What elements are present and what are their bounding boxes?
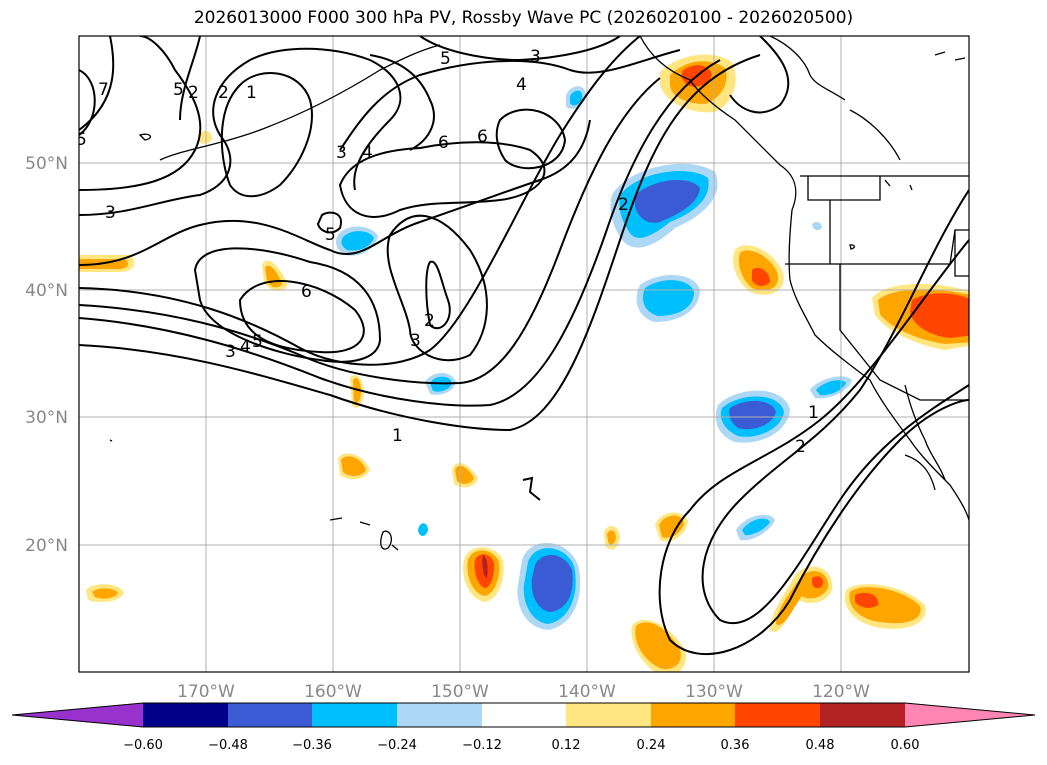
latitude-labels: 50°N 40°N 30°N 20°N: [25, 154, 68, 556]
contour-label: 1: [392, 426, 403, 446]
colorbar-tick-label: −0.24: [377, 738, 417, 753]
contour-label: 4: [362, 143, 373, 163]
contour-label: 2: [218, 83, 229, 103]
colorbar-tick-label: 0.48: [806, 738, 835, 753]
contour-label: 2: [795, 437, 806, 457]
lat-label: 40°N: [25, 281, 68, 301]
contour-label: 7: [98, 80, 109, 100]
contour-label: 3: [410, 331, 421, 351]
colorbar-bin: [482, 703, 566, 727]
lon-label: 150°W: [431, 682, 489, 702]
lon-label: 130°W: [685, 682, 743, 702]
contour-label: 3: [530, 47, 541, 67]
lon-label: 170°W: [177, 682, 235, 702]
coastlines: [109, 36, 969, 551]
colorbar-tick-label: −0.12: [462, 738, 502, 753]
colorbar-bin: [397, 703, 482, 727]
colorbar-tick-label: 0.12: [552, 738, 581, 753]
colorbar-tick-label: −0.60: [123, 738, 163, 753]
lat-label: 50°N: [25, 154, 68, 174]
lon-label: 120°W: [812, 682, 870, 702]
colorbar-bin: [566, 703, 651, 727]
colorbar-bin: [651, 703, 735, 727]
contour-label: 5: [76, 130, 87, 150]
colorbar-tick-label: −0.48: [208, 738, 248, 753]
map-frame: [78, 35, 970, 673]
contour-label: 6: [438, 133, 449, 153]
colorbar-extend-max: [905, 703, 1035, 727]
longitude-labels: 170°W 160°W 150°W 140°W 130°W 120°W: [177, 682, 870, 702]
contour-labels: 1 2 3 4 5 6 7 5 4 3 5 6 6 5 4 3 2 3 2 1 …: [76, 47, 819, 457]
contour-label: 2: [188, 83, 199, 103]
pv-contours: [79, 36, 969, 656]
contour-label: 3: [105, 203, 116, 223]
colorbar-tick-label: 0.36: [721, 738, 750, 753]
colorbar-bin: [143, 703, 228, 727]
colorbar-tick-label: −0.36: [292, 738, 332, 753]
lat-label: 20°N: [25, 536, 68, 556]
lon-label: 160°W: [304, 682, 362, 702]
contour-label: 3: [225, 342, 236, 362]
graticule: [79, 36, 969, 672]
colorbar-outline: [11, 702, 1036, 728]
map-title: 2026013000 F000 300 hPa PV, Rossby Wave …: [193, 8, 854, 28]
contour-label: 4: [516, 75, 527, 95]
contour-label: 4: [240, 337, 251, 357]
contour-label: 5: [252, 332, 263, 352]
colorbar-bin: [820, 703, 905, 727]
contour-label: 1: [246, 83, 257, 103]
contour-label: 2: [618, 195, 629, 215]
colorbar-bin: [228, 703, 312, 727]
colorbar-tick-label: 0.24: [637, 738, 666, 753]
contour-label: 5: [325, 225, 336, 245]
lat-label: 30°N: [25, 408, 68, 428]
colorbar-bin: [735, 703, 820, 727]
contour-label: 1: [808, 403, 819, 423]
contour-label: 5: [440, 49, 451, 69]
contour-label: 3: [336, 143, 347, 163]
contour-label: 5: [173, 80, 184, 100]
colorbar-extend-min: [12, 703, 143, 727]
colorbar-tick-label: 0.60: [891, 738, 920, 753]
contour-label: 6: [477, 127, 488, 147]
contour-label: 6: [301, 282, 312, 302]
lon-label: 140°W: [558, 682, 616, 702]
colorbar: −0.60 −0.48 −0.36 −0.24 −0.12 0.12 0.24 …: [11, 702, 1036, 753]
colorbar-bin: [312, 703, 397, 727]
pc-shading: [79, 54, 969, 672]
contour-label: 2: [424, 311, 435, 331]
